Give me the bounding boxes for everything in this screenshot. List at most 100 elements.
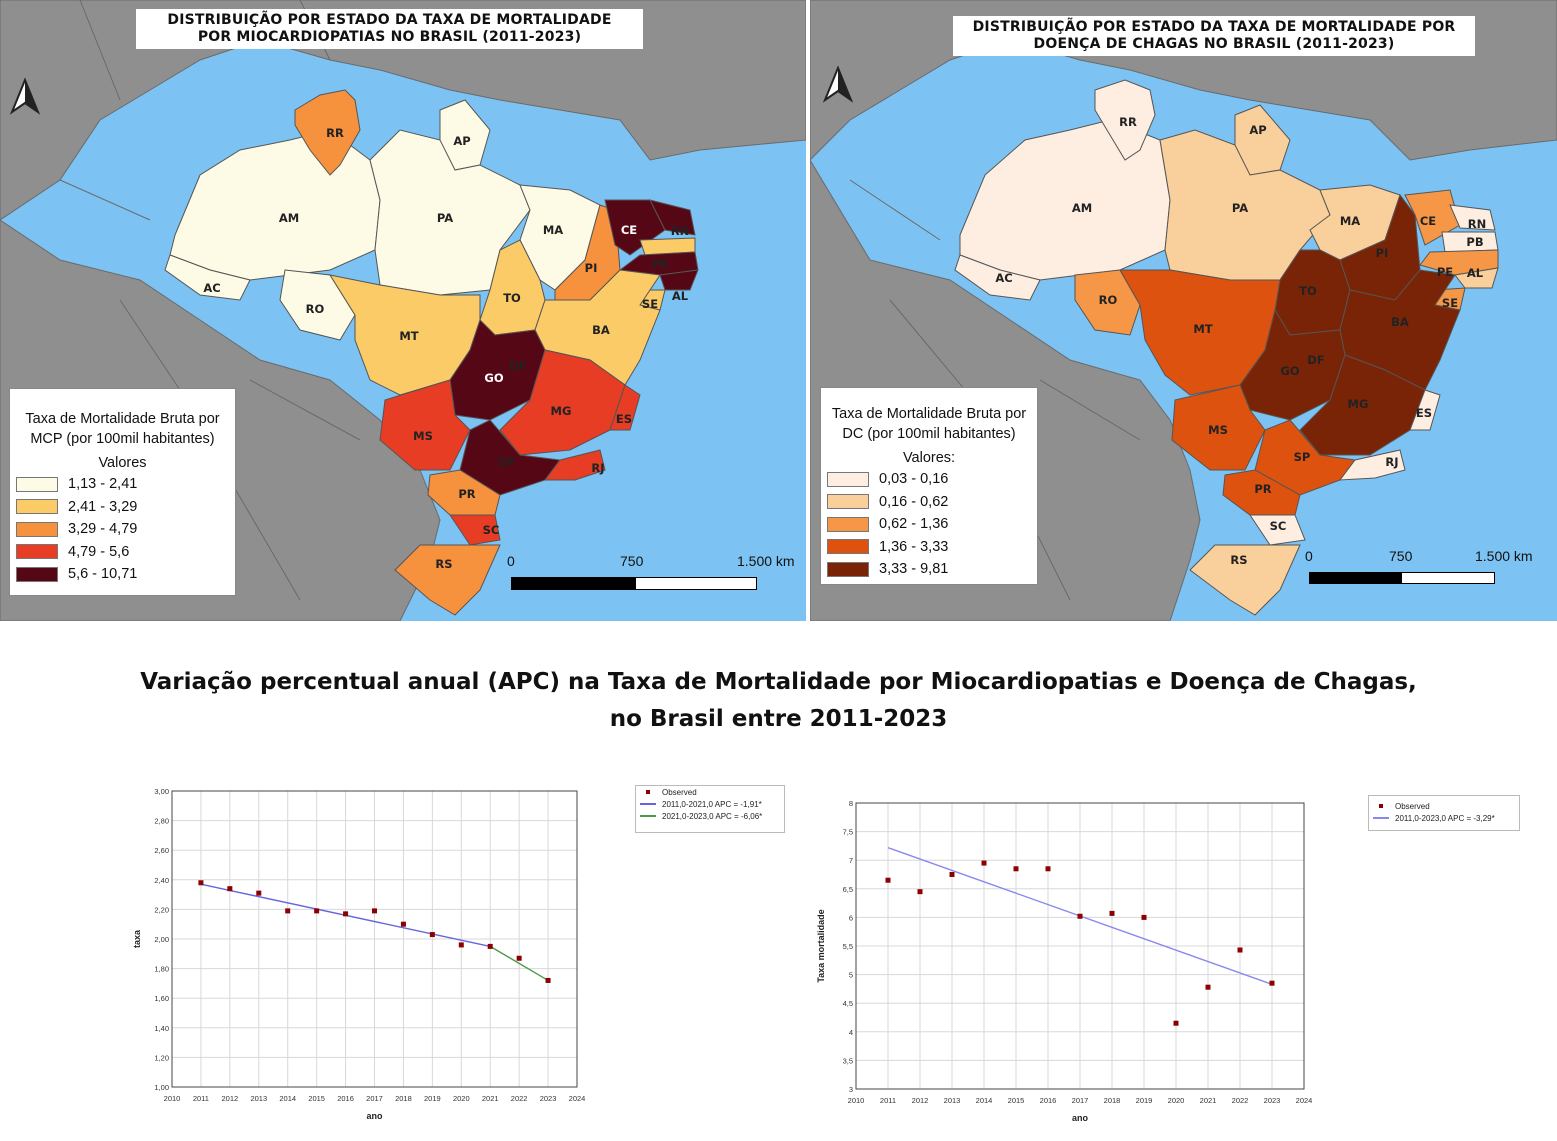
- x-tick-label: 2023: [1264, 1096, 1281, 1105]
- legend-fit-1: 2011,0-2021,0 APC = -1,91*: [662, 799, 762, 809]
- y-tick-label: 1,40: [154, 1024, 169, 1033]
- observed-point: [198, 880, 204, 886]
- label-RR: RR: [1119, 115, 1137, 129]
- legend-swatch: [827, 539, 869, 555]
- label-RR: RR: [326, 126, 344, 140]
- x-tick-label: 2014: [976, 1096, 993, 1105]
- plot-border: [855, 802, 1305, 1090]
- state-PA: [369, 129, 531, 296]
- label-PI: PI: [585, 261, 598, 275]
- label-MT: MT: [399, 329, 418, 343]
- y-tick-label: 1,20: [154, 1053, 169, 1062]
- label-ES: ES: [1416, 406, 1432, 420]
- y-tick-label: 7: [849, 856, 853, 865]
- state-MS: [379, 379, 471, 471]
- label-AL: AL: [1467, 266, 1484, 280]
- y-tick-label: 4,5: [843, 999, 853, 1008]
- observed-point: [1045, 866, 1051, 872]
- observed-point: [545, 977, 551, 983]
- state-RN: [1449, 204, 1496, 231]
- state-GO: [1239, 308, 1346, 421]
- label-SE: SE: [1442, 296, 1458, 310]
- label-PA: PA: [437, 211, 453, 225]
- state-RS: [394, 544, 501, 616]
- label-AM: AM: [279, 211, 299, 225]
- legend-class-1: 0,03 - 0,16: [821, 468, 1037, 491]
- label-SC: SC: [483, 523, 500, 537]
- legend-class-4: 4,79 - 5,6: [10, 541, 235, 564]
- legend-swatch: [827, 516, 869, 532]
- state-RR: [1094, 79, 1156, 161]
- y-tick-label: 2,40: [154, 876, 169, 885]
- legend-range-label: 3,33 - 9,81: [879, 561, 949, 578]
- observed-point: [227, 886, 233, 892]
- label-RS: RS: [1230, 553, 1247, 567]
- label-RJ: RJ: [591, 461, 604, 475]
- x-tick-label: 2017: [1072, 1096, 1089, 1105]
- legend-observed: Observed: [1395, 801, 1430, 811]
- label-RN: RN: [671, 224, 689, 238]
- y-tick-label: 3,00: [154, 787, 169, 796]
- x-tick-label: 2010: [164, 1094, 181, 1103]
- label-AC: AC: [995, 271, 1012, 285]
- y-tick-label: 1,00: [154, 1083, 169, 1092]
- x-tick-label: 2020: [1168, 1096, 1185, 1105]
- scale-bar-mcp: 0 750 1.500 km: [505, 553, 805, 593]
- state-PE: [1419, 249, 1499, 276]
- x-tick-label: 2015: [308, 1094, 325, 1103]
- x-tick-label: 2020: [453, 1094, 470, 1103]
- label-MG: MG: [1348, 397, 1369, 411]
- legend-swatch: [16, 544, 58, 560]
- observed-point: [429, 932, 435, 938]
- label-PR: PR: [1254, 482, 1271, 496]
- label-PB: PB: [1466, 235, 1483, 249]
- x-axis-label: ano: [366, 1111, 383, 1121]
- legend-observed: Observed: [662, 787, 697, 797]
- legend-swatch: [16, 566, 58, 582]
- y-tick-label: 4: [849, 1028, 853, 1037]
- state-GO: [449, 319, 546, 421]
- x-tick-label: 2012: [912, 1096, 929, 1105]
- state-AC: [164, 254, 251, 301]
- x-tick-label: 2021: [1200, 1096, 1217, 1105]
- label-RS: RS: [435, 557, 452, 571]
- label-DF: DF: [1307, 353, 1324, 367]
- label-TO: TO: [503, 291, 521, 305]
- observed-point: [285, 908, 291, 914]
- x-tick-label: 2024: [569, 1094, 586, 1103]
- state-RS: [1189, 544, 1301, 616]
- observed-point: [372, 908, 377, 914]
- legend-class-5: 5,6 - 10,71: [10, 563, 235, 586]
- state-ES: [1409, 389, 1441, 431]
- y-tick-label: 6: [849, 913, 853, 922]
- label-GO: GO: [1280, 364, 1299, 378]
- y-tick-label: 2,20: [154, 905, 169, 914]
- observed-point: [400, 921, 406, 927]
- legend-range-label: 1,36 - 3,33: [879, 538, 949, 555]
- x-tick-label: 2022: [1232, 1096, 1249, 1105]
- map-panel-dc: RR AP AM PA MA CE RN PB PI PE AL AC TO R…: [810, 0, 1557, 621]
- x-tick-label: 2010: [848, 1096, 865, 1105]
- label-AC: AC: [203, 281, 220, 295]
- line-swatch-icon: [640, 815, 656, 817]
- label-BA: BA: [592, 323, 610, 337]
- label-TO: TO: [1299, 284, 1317, 298]
- label-MT: MT: [1193, 322, 1212, 336]
- y-tick-label: 5: [849, 971, 853, 980]
- x-tick-label: 2011: [880, 1096, 896, 1105]
- label-MG: MG: [551, 404, 572, 418]
- y-tick-label: 6,5: [843, 885, 853, 894]
- observed-point: [1109, 910, 1115, 916]
- label-RN: RN: [1468, 217, 1486, 231]
- x-tick-label: 2019: [1136, 1096, 1153, 1105]
- observed-point: [458, 942, 464, 948]
- north-arrow-icon: [9, 77, 41, 115]
- x-tick-label: 2017: [366, 1094, 383, 1103]
- label-PR: PR: [458, 487, 475, 501]
- x-tick-label: 2016: [1040, 1096, 1057, 1105]
- label-PI: PI: [1376, 246, 1389, 260]
- label-SP: SP: [498, 455, 515, 469]
- chart-legend-dc: Observed 2011,0-2023,0 APC = -3,29*: [1368, 795, 1520, 831]
- y-tick-label: 3,5: [843, 1056, 853, 1065]
- observed-marker-icon: [1373, 804, 1389, 808]
